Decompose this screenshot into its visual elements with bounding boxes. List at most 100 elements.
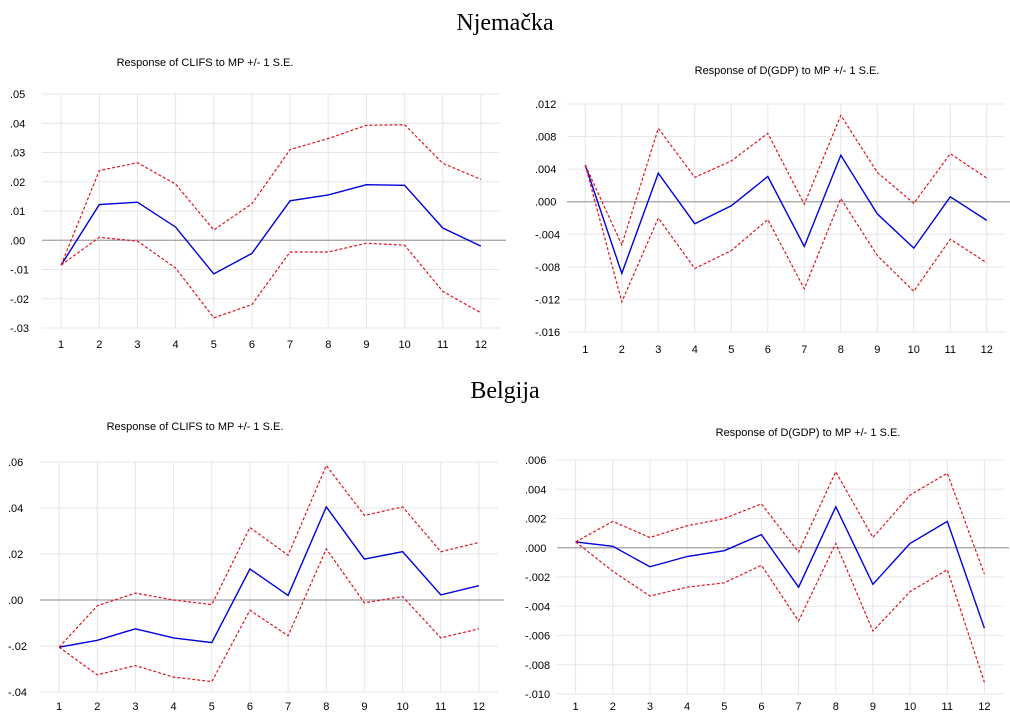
x-tick-label: 1: [573, 701, 579, 713]
y-tick-label: .04: [10, 118, 25, 130]
x-tick-label: 6: [249, 339, 255, 351]
x-tick-label: 1: [582, 344, 588, 356]
x-tick-label: 8: [833, 701, 839, 713]
y-tick-label: .000: [535, 197, 556, 209]
response-line: [58, 505, 480, 648]
x-tick-label: 11: [945, 344, 956, 356]
chart-title: Response of D(GDP) to MP +/- 1 S.E.: [695, 65, 880, 77]
upper-band-line: [58, 464, 480, 648]
x-tick-label: 5: [209, 701, 215, 713]
x-tick-label: 7: [287, 339, 293, 351]
x-tick-label: 2: [96, 339, 102, 351]
x-tick-label: 5: [721, 701, 727, 713]
chart-title: Response of CLIFS to MP +/- 1 S.E.: [107, 421, 284, 433]
x-tick-label: 10: [904, 701, 916, 713]
chart-germany-gdp: Response of D(GDP) to MP +/- 1 S.E. .012.…: [535, 65, 1010, 356]
x-tick-label: 1: [56, 701, 62, 713]
y-tick-label: -.01: [10, 265, 29, 277]
y-tick-label: .002: [525, 514, 546, 526]
x-tick-label: 12: [981, 344, 993, 356]
chart-germany-clifs: Response of CLIFS to MP +/- 1 S.E. .05 .04…: [10, 57, 506, 351]
x-tick-label: 12: [978, 701, 990, 713]
chart-belgium-gdp: Response of D(GDP) to MP +/- 1 S.E. .006.…: [525, 427, 1009, 713]
lower-band-line: [584, 164, 988, 304]
y-tick-label: -.006: [525, 631, 550, 643]
response-line: [584, 153, 988, 276]
x-tick-label: 9: [874, 344, 880, 356]
y-tick-label: .01: [10, 206, 25, 218]
x-tick-label: 4: [684, 701, 690, 713]
y-tick-label: -.008: [525, 660, 550, 672]
x-tick-label: 9: [361, 701, 367, 713]
y-tick-label: -.02: [10, 294, 29, 306]
y-tick-label: -.016: [535, 327, 560, 339]
y-tick-label: -.008: [535, 262, 560, 274]
x-tick-label: 3: [647, 701, 653, 713]
x-tick-label: 10: [908, 344, 920, 356]
response-line: [575, 505, 986, 629]
x-tick-label: 8: [838, 344, 844, 356]
x-tick-label: 1: [58, 339, 64, 351]
y-tick-label: -.012: [535, 294, 560, 306]
y-tick-label: .006: [525, 455, 546, 467]
chart-title: Response of CLIFS to MP +/- 1 S.E.: [117, 57, 294, 69]
y-tick-label: .012: [535, 99, 556, 111]
x-tick-label: 6: [247, 701, 253, 713]
y-tick-label: -.010: [525, 689, 550, 701]
x-tick-label: 5: [211, 339, 217, 351]
y-tick-label: .008: [535, 132, 556, 144]
lower-band-line: [58, 547, 480, 683]
response-line: [60, 183, 482, 275]
x-tick-label: 7: [796, 701, 802, 713]
country-heading-belgium: Belgija: [470, 378, 540, 404]
y-tick-label: .000: [525, 543, 546, 555]
y-tick-label: -.04: [8, 687, 27, 699]
x-tick-label: 9: [870, 701, 876, 713]
y-tick-label: -.002: [525, 572, 550, 584]
x-tick-label: 2: [619, 344, 625, 356]
x-tick-label: 11: [437, 339, 448, 351]
upper-band-line: [60, 124, 482, 266]
lower-band-line: [575, 541, 985, 683]
chart-belgium-clifs: Response of CLIFS to MP +/- 1 S.E. .06 .04…: [8, 421, 504, 713]
x-tick-label: 2: [94, 701, 100, 713]
x-tick-label: 9: [363, 339, 369, 351]
y-tick-label: .03: [10, 148, 25, 160]
x-tick-label: 7: [285, 701, 291, 713]
x-tick-label: 8: [323, 701, 329, 713]
x-tick-label: 3: [134, 339, 140, 351]
y-tick-label: .00: [10, 235, 25, 247]
y-tick-label: -.03: [10, 323, 29, 335]
y-tick-label: -.004: [525, 601, 550, 613]
y-tick-label: .004: [525, 484, 546, 496]
chart-title: Response of D(GDP) to MP +/- 1 S.E.: [716, 427, 901, 439]
x-tick-label: 3: [132, 701, 138, 713]
y-tick-label: .02: [10, 177, 25, 189]
x-tick-label: 8: [325, 339, 331, 351]
y-tick-label: -.02: [8, 641, 27, 653]
x-tick-label: 10: [396, 701, 408, 713]
x-tick-label: 5: [728, 344, 734, 356]
x-tick-label: 2: [610, 701, 616, 713]
country-heading-germany: Njemačka: [456, 10, 554, 36]
y-tick-label: -.004: [535, 229, 560, 241]
x-tick-label: 12: [473, 701, 485, 713]
y-tick-label: .02: [8, 549, 23, 561]
x-tick-label: 4: [171, 701, 177, 713]
x-tick-label: 10: [398, 339, 410, 351]
x-tick-label: 11: [435, 701, 446, 713]
y-tick-label: .00: [8, 595, 23, 607]
x-tick-label: 7: [801, 344, 807, 356]
upper-band-line: [575, 470, 985, 575]
x-tick-label: 4: [692, 344, 698, 356]
y-tick-label: .04: [8, 503, 23, 515]
lower-band-line: [60, 236, 482, 319]
x-tick-label: 12: [475, 339, 487, 351]
y-tick-label: .004: [535, 164, 556, 176]
x-tick-label: 4: [173, 339, 179, 351]
upper-band-line: [584, 114, 988, 247]
y-tick-label: .05: [10, 89, 25, 101]
x-tick-label: 3: [655, 344, 661, 356]
x-tick-label: 6: [765, 344, 771, 356]
x-tick-label: 11: [942, 701, 953, 713]
